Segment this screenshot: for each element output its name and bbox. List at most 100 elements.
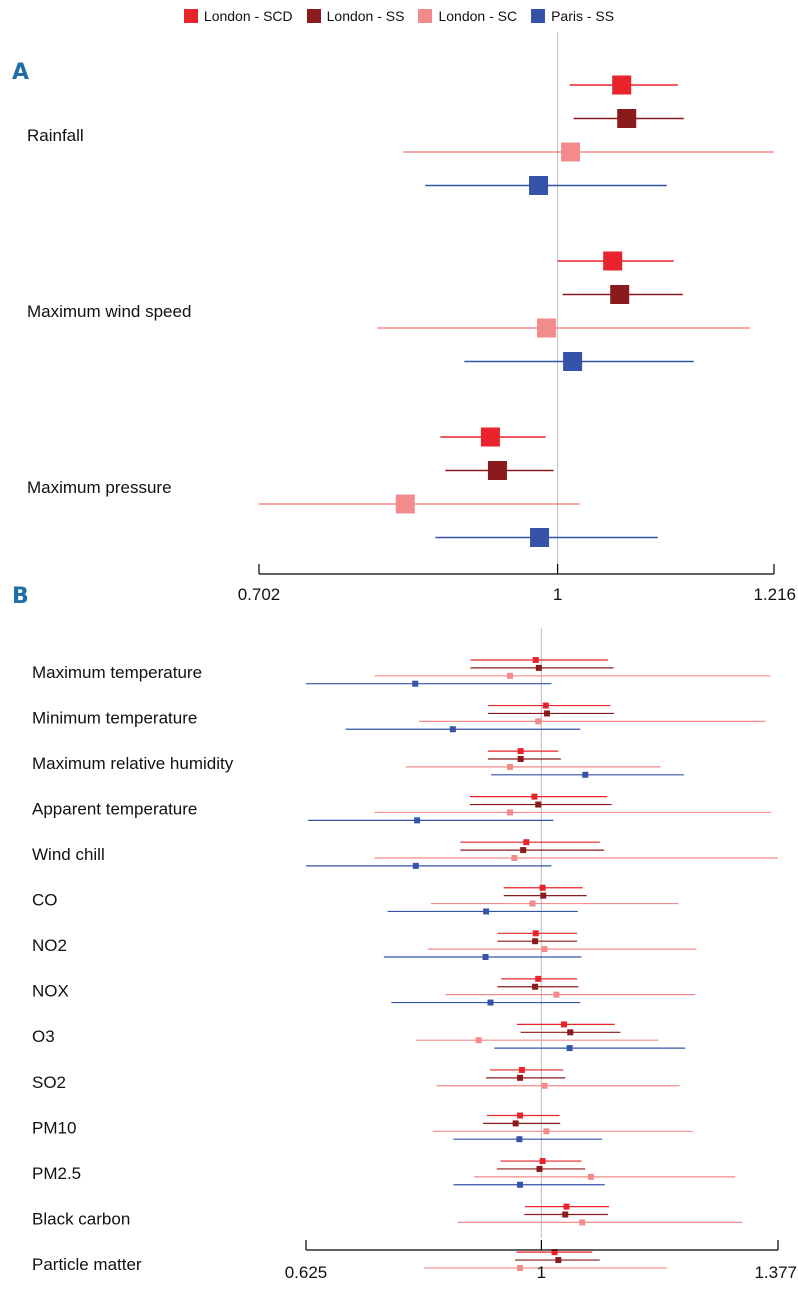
legend-swatch-london-scd [183, 9, 198, 23]
panel-b-pm10-london-scd-estimate [517, 1112, 524, 1119]
panel-b-maximum-relative-humidity-london-ss-estimate [517, 756, 524, 762]
panel-b-pm2-5-london-scd-estimate [539, 1158, 546, 1165]
panel-a-rainfall-paris-ss-estimate [529, 176, 549, 195]
panel-b-o3-paris-ss-estimate [566, 1045, 573, 1052]
panel-a-maximum-wind-speed-london-ss-estimate [610, 285, 630, 304]
panel-b-maximum-relative-humidity-paris-ss-estimate [582, 771, 589, 778]
panel-b-maximum-temperature-paris-ss-estimate [412, 680, 419, 687]
panel-b-category-label-black-carbon: Black carbon [32, 1209, 130, 1228]
panel-b-category-label-maximum-temperature: Maximum temperature [32, 663, 202, 682]
panel-b-category-label-apparent-temperature: Apparent temperature [32, 799, 197, 818]
legend-swatch-london-ss [306, 9, 321, 23]
panel-b-maximum-temperature-london-scd-estimate [532, 657, 539, 663]
panel-a-x-tick-label-2: 1.216 [753, 585, 796, 604]
panel-b-pm10-london-sc-estimate [543, 1128, 550, 1135]
panel-b-no2-london-sc-estimate [541, 946, 548, 953]
panel-b-so2-london-sc-estimate [541, 1082, 548, 1089]
panel-b-nox-london-scd-estimate [535, 975, 542, 982]
panel-b-category-label-particle-matter: Particle matter [32, 1255, 142, 1274]
panel-a-maximum-pressure-paris-ss-estimate [530, 528, 550, 547]
panel-b-x-tick-label-0: 0.625 [285, 1263, 328, 1282]
panel-a-rainfall-london-ss-estimate [617, 109, 637, 128]
panel-b-minimum-temperature-london-ss-estimate [544, 710, 551, 717]
panel-b-x-tick-label-2: 1.377 [754, 1263, 797, 1282]
legend-swatch-london-sc [418, 9, 433, 23]
legend-swatch-paris-ss [531, 9, 546, 23]
panel-b-pm2-5-london-ss-estimate [536, 1165, 543, 1172]
panel-b-maximum-temperature-london-sc-estimate [506, 672, 513, 679]
panel-b-pm10-paris-ss-estimate [516, 1136, 523, 1143]
panel-b-nox-paris-ss-estimate [487, 999, 494, 1006]
chart-legend: London - SCD London - SS London - SC Par… [0, 4, 798, 28]
panel-b-wind-chill-london-ss-estimate [520, 847, 527, 854]
panel-a-rainfall-london-sc-estimate [561, 142, 581, 162]
panel-b-apparent-temperature-london-ss-estimate [535, 801, 542, 808]
panel-a-rainfall-london-scd-estimate [612, 75, 632, 95]
panel-a-category-label-maximum-wind-speed: Maximum wind speed [27, 302, 191, 321]
panel-b-no2-london-ss-estimate [532, 938, 539, 945]
panel-b-category-label-pm10: PM10 [32, 1118, 76, 1137]
panel-b-black-carbon-london-sc-estimate [579, 1219, 586, 1226]
legend-label-london-ss: London - SS [326, 8, 405, 24]
panel-b-o3-london-sc-estimate [475, 1037, 482, 1044]
panel-b-category-label-no2: NO2 [32, 936, 67, 955]
panel-b-no2-london-scd-estimate [532, 930, 539, 937]
panel-b-minimum-temperature-london-scd-estimate [542, 702, 549, 709]
panel-a-maximum-pressure-london-scd-estimate [480, 427, 500, 447]
panel-b-label: B [12, 584, 29, 609]
panel-b-category-label-so2: SO2 [32, 1073, 66, 1092]
panel-b-so2-london-ss-estimate [517, 1074, 524, 1081]
panel-b-category-label-pm2-5: PM2.5 [32, 1164, 81, 1183]
panel-a-maximum-pressure-london-ss-estimate [487, 461, 507, 480]
panel-b-minimum-temperature-paris-ss-estimate [449, 726, 456, 733]
panel-b-particle-matter-london-ss-estimate [555, 1257, 562, 1264]
panel-b-wind-chill-london-sc-estimate [511, 855, 518, 861]
panel-b-nox-london-ss-estimate [532, 983, 539, 990]
panel-a-x-tick-label-0: 0.702 [238, 585, 281, 604]
panel-b-maximum-relative-humidity-london-sc-estimate [506, 763, 513, 770]
panel-b-pm2-5-paris-ss-estimate [517, 1181, 524, 1188]
panel-b-black-carbon-london-scd-estimate [563, 1203, 570, 1210]
panel-b-particle-matter-london-scd-estimate [551, 1249, 558, 1256]
panel-b-so2-london-scd-estimate [518, 1066, 525, 1073]
panel-b-category-label-o3: O3 [32, 1027, 55, 1046]
legend-label-london-scd: London - SCD [203, 8, 293, 24]
legend-item-london-scd: London - SCD [183, 8, 293, 24]
panel-b-o3-london-ss-estimate [567, 1029, 574, 1036]
panel-b-no2-paris-ss-estimate [482, 954, 489, 960]
panel-b-pm10-london-ss-estimate [512, 1120, 519, 1127]
panel-b-category-label-wind-chill: Wind chill [32, 845, 105, 864]
panel-b-apparent-temperature-london-scd-estimate [531, 793, 538, 800]
panel-a-x-tick-label-1: 1 [553, 585, 562, 604]
panel-a-category-label-maximum-pressure: Maximum pressure [27, 478, 172, 497]
panel-b-category-label-nox: NOX [32, 982, 69, 1001]
legend-label-london-sc: London - SC [438, 8, 518, 24]
panel-b-pm2-5-london-sc-estimate [587, 1173, 594, 1180]
panel-a-maximum-pressure-london-sc-estimate [395, 494, 415, 514]
legend-label-paris-ss: Paris - SS [551, 8, 615, 24]
panel-b-maximum-temperature-london-ss-estimate [535, 664, 542, 671]
panel-b-apparent-temperature-paris-ss-estimate [414, 817, 421, 824]
panel-b-co-london-ss-estimate [540, 892, 547, 899]
panel-a-category-label-rainfall: Rainfall [27, 126, 84, 145]
panel-b-o3-london-scd-estimate [560, 1021, 567, 1028]
panel-b-x-tick-label-1: 1 [537, 1263, 546, 1282]
panel-b-wind-chill-paris-ss-estimate [412, 862, 419, 869]
panel-b-category-label-co: CO [32, 891, 58, 910]
panel-b-co-london-scd-estimate [539, 884, 546, 891]
panel-a-label: A [12, 60, 30, 85]
panel-a-maximum-wind-speed-paris-ss-estimate [563, 352, 583, 371]
panel-b-co-london-sc-estimate [529, 900, 536, 907]
panel-b-wind-chill-london-scd-estimate [523, 839, 530, 846]
panel-a-maximum-wind-speed-london-sc-estimate [537, 318, 557, 338]
panel-b-particle-matter-london-sc-estimate [517, 1264, 524, 1271]
panel-b-maximum-relative-humidity-london-scd-estimate [517, 748, 524, 755]
panel-b-category-label-minimum-temperature: Minimum temperature [32, 708, 197, 727]
panel-a-maximum-wind-speed-london-scd-estimate [603, 251, 623, 271]
panel-b-apparent-temperature-london-sc-estimate [506, 809, 513, 816]
panel-b-nox-london-sc-estimate [553, 991, 560, 998]
legend-item-london-ss: London - SS [306, 8, 405, 24]
panel-b-category-label-maximum-relative-humidity: Maximum relative humidity [32, 754, 234, 773]
panel-b-co-paris-ss-estimate [483, 908, 490, 915]
